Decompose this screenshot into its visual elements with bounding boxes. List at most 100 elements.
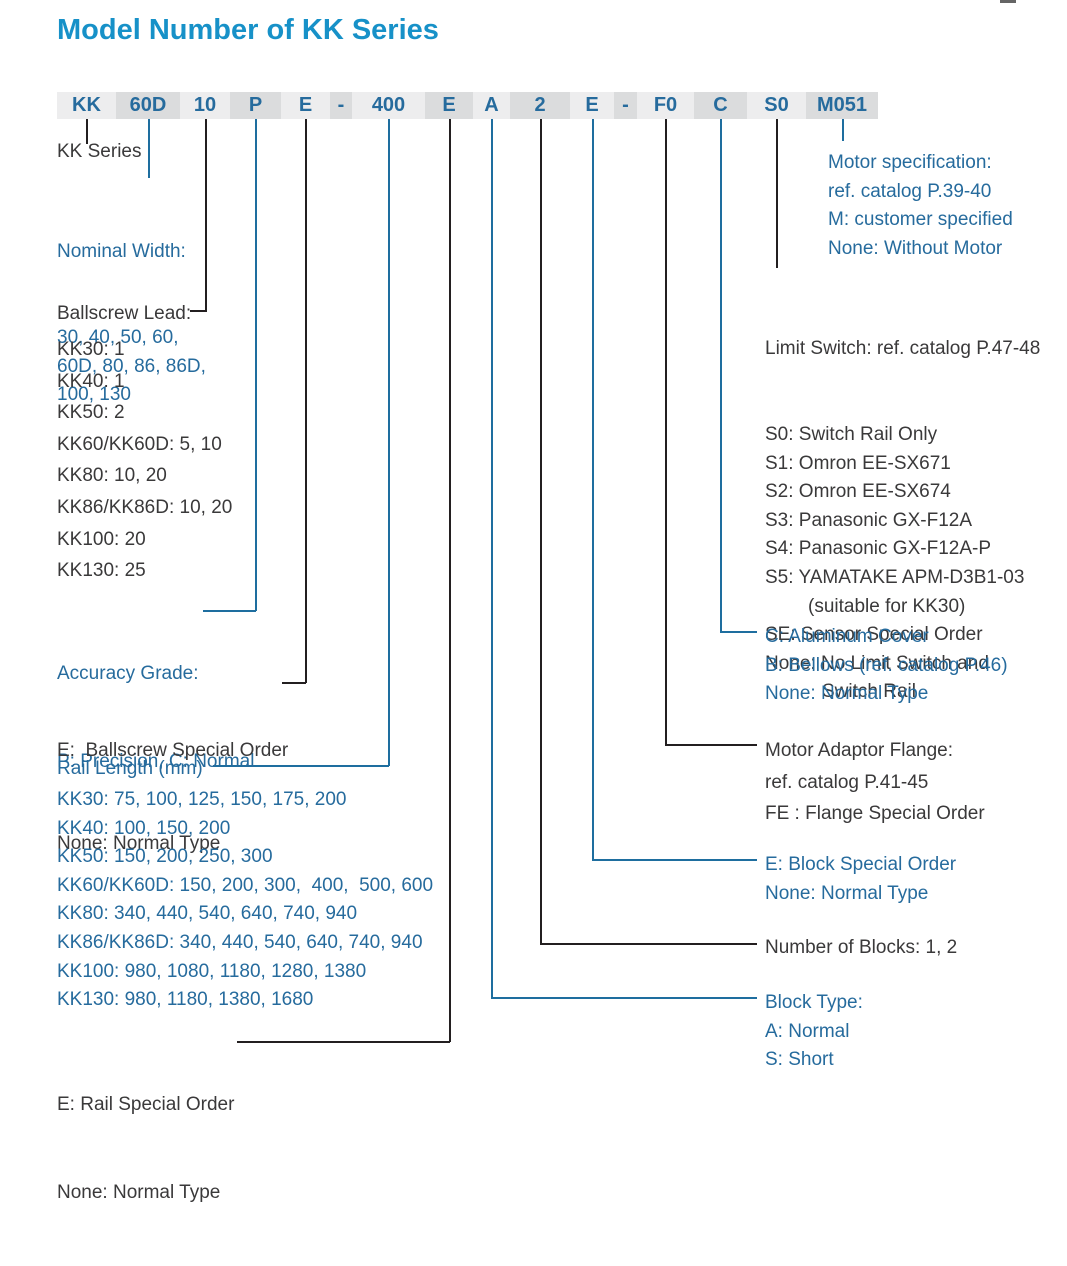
nominal-width-line: 60D, 80, 86, 86D, <box>57 355 206 377</box>
cover-block: C: Aluminum Cover B: Bellows (ref. catalo… <box>765 623 1008 709</box>
connector-flange-line <box>665 119 667 745</box>
block-type-block: Block Type: A: Normal S: Short <box>765 989 863 1075</box>
ballscrew-special-order-line: E: Ballscrew Special Order <box>57 740 289 761</box>
model-segment: E <box>570 92 614 119</box>
motor-adaptor-flange-block: Motor Adaptor Flange: ref. catalog P.41-4… <box>765 735 985 830</box>
ballscrew-lead-item: KK86/KK86D: 10, 20 <box>57 496 233 518</box>
connector-accuracy-elbow <box>203 610 256 612</box>
ballscrew-special-order-block: E: Ballscrew Special Order None: Normal … <box>57 673 288 921</box>
limit-switch-item: S4: Panasonic GX-F12A-P <box>765 538 991 560</box>
connector-ballscrew-special-line <box>305 119 307 683</box>
block-special-order-block: E: Block Special Order None: Normal Type <box>765 851 956 908</box>
connector-block-special-line <box>592 119 594 860</box>
limit-switch-item: S1: Omron EE-SX671 <box>765 452 951 474</box>
block-type-line: Block Type: <box>765 992 863 1013</box>
ballscrew-lead-item: KK50: 2 <box>57 402 125 424</box>
nominal-width-title: Nominal Width: <box>57 241 186 263</box>
catalog-page: Model Number of KK Series KK 60D 10 P E -400 E… <box>57 0 1040 1203</box>
connector-rail-special-elbow <box>237 1041 450 1043</box>
ballscrew-lead-item: KK60/KK60D: 5, 10 <box>57 433 222 455</box>
ballscrew-lead-title: Ballscrew Lead: <box>57 303 192 324</box>
connector-motor-spec-line <box>842 119 844 141</box>
connector-number-blocks-line <box>540 119 542 944</box>
ballscrew-lead-list: KK30: 1 KK40: 1 KK50: 2 KK60/KK60D: 5, 10 KK… <box>57 334 232 587</box>
rail-length-title: Rail Length (mm) <box>57 758 203 779</box>
block-special-order-line: None: Normal Type <box>765 882 929 904</box>
connector-lead-elbow <box>190 310 206 312</box>
connector-block-special-elbow <box>592 859 757 861</box>
model-segment: P <box>230 92 281 119</box>
nominal-width-block: Nominal Width: 30, 40, 50, 60, 60D, 80, 8… <box>57 181 206 467</box>
block-special-order-line: E: Block Special Order <box>765 854 957 875</box>
rail-length-list: KK30: 75, 100, 125, 150, 175, 200 KK40: 1… <box>57 786 433 1015</box>
connector-block-type-line <box>491 119 493 998</box>
limit-switch-item: SE: Sensor Special Order <box>765 624 983 646</box>
accuracy-grade-block: Accuracy Grade: P: Precision, C: Normal <box>57 601 254 835</box>
model-segment: KK <box>57 92 116 119</box>
number-of-blocks-label: Number of Blocks: 1, 2 <box>765 937 958 958</box>
model-segment: E <box>281 92 330 119</box>
motor-spec-block: Motor specification: ref. catalog P.39-40… <box>828 149 1013 263</box>
model-segment: - <box>614 92 637 119</box>
ballscrew-lead-item: KK30: 1 <box>57 339 125 360</box>
model-segment: S0 <box>747 92 806 119</box>
motor-spec-line: None: Without Motor <box>828 237 1003 259</box>
model-segment: M051 <box>806 92 878 119</box>
cover-line: B: Bellows (ref. catalog P.46) <box>765 654 1008 676</box>
model-segment: C <box>694 92 747 119</box>
rail-length-item: KK30: 75, 100, 125, 150, 175, 200 <box>57 789 347 810</box>
connector-block-type-elbow <box>491 997 757 999</box>
accuracy-grade-values: P: Precision, C: Normal <box>57 751 255 773</box>
limit-switch-block: Limit Switch: ref. catalog P.47-48 S0: S… <box>765 278 1040 764</box>
connector-cover-elbow <box>720 631 757 633</box>
limit-switch-item: S5: YAMATAKE APM-D3B1-03 <box>765 566 1025 588</box>
rail-length-item: KK130: 980, 1180, 1380, 1680 <box>57 989 314 1011</box>
model-segment: 10 <box>180 92 230 119</box>
model-segment: 60D <box>116 92 180 119</box>
ballscrew-lead-item: KK80: 10, 20 <box>57 465 167 487</box>
motor-spec-line: ref. catalog P.39-40 <box>828 180 992 202</box>
block-type-line: A: Normal <box>765 1020 850 1042</box>
rail-length-item: KK50: 150, 200, 250, 300 <box>57 846 273 868</box>
rail-length-item: KK40: 100, 150, 200 <box>57 817 231 839</box>
cover-line: None: Normal Type <box>765 683 929 705</box>
ballscrew-lead-item: KK40: 1 <box>57 370 125 392</box>
connector-flange-elbow <box>665 744 757 746</box>
connector-rail-length-elbow <box>213 765 389 767</box>
model-segment: 400 <box>352 92 425 119</box>
model-segment: A <box>473 92 510 119</box>
connector-cover-line <box>720 119 722 632</box>
rail-length-item: KK80: 340, 440, 540, 640, 740, 940 <box>57 903 358 925</box>
model-segment: E <box>425 92 473 119</box>
nominal-width-line: 30, 40, 50, 60, <box>57 326 179 348</box>
ballscrew-special-order-none: None: Normal Type <box>57 833 221 854</box>
limit-switch-item: (suitable for KK30) <box>808 595 966 617</box>
accuracy-grade-title: Accuracy Grade: <box>57 663 199 685</box>
rail-special-order-none: None: Normal Type <box>57 1182 221 1204</box>
limit-switch-item: None: No Limit Switch and <box>765 652 989 674</box>
limit-switch-item: S3: Panasonic GX-F12A <box>765 509 972 531</box>
rail-length-item: KK86/KK86D: 340, 440, 540, 640, 740, 940 <box>57 931 423 953</box>
limit-switch-item: Switch Rail <box>822 681 916 703</box>
rail-special-order-line: E: Rail Special Order <box>57 1094 235 1116</box>
connector-limit-switch-line <box>776 119 778 268</box>
block-type-line: S: Short <box>765 1049 834 1071</box>
connector-rail-length-line <box>388 119 390 766</box>
motor-spec-line: Motor specification: <box>828 152 992 173</box>
connector-number-blocks-elbow <box>540 943 757 945</box>
cover-line: C: Aluminum Cover <box>765 626 929 647</box>
motor-adaptor-flange-line: ref. catalog P.41-45 <box>765 771 929 793</box>
connector-rail-special-line <box>449 119 451 1042</box>
limit-switch-item: S2: Omron EE-SX674 <box>765 481 951 503</box>
motor-spec-line: M: customer specified <box>828 209 1013 231</box>
connector-accuracy-line <box>255 119 257 611</box>
page-title: Model Number of KK Series <box>57 14 439 46</box>
model-segment: F0 <box>637 92 694 119</box>
ballscrew-lead-item: KK130: 25 <box>57 560 146 582</box>
model-number-row: KK 60D 10 P E -400 E A 2 E - F0 C S0 M051 <box>57 92 878 119</box>
connector-60d-line <box>148 119 150 178</box>
page-corner-remnant <box>1000 0 1016 3</box>
connector-lead-line <box>205 119 207 312</box>
connector-kk-line <box>86 119 88 144</box>
kk-series-label: KK Series <box>57 141 142 162</box>
